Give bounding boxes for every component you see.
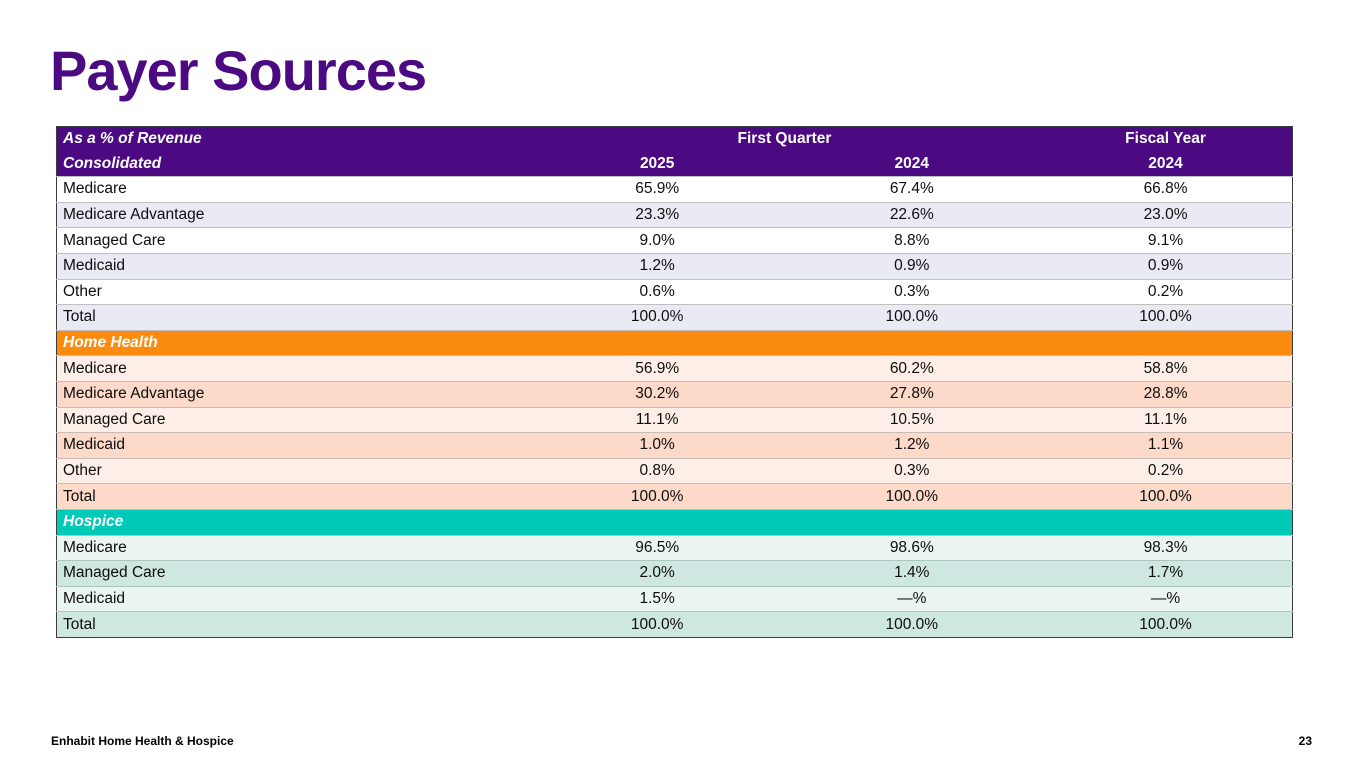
value-q1-2024: 0.9% bbox=[784, 252, 1040, 280]
value-q1-2025: 100.0% bbox=[529, 611, 785, 638]
value-fy-2024: 98.3% bbox=[1039, 534, 1293, 561]
table-row: Medicare 56.9% 60.2% 58.8% bbox=[56, 355, 1293, 382]
value-q1-2025: 0.8% bbox=[529, 457, 785, 484]
value-fy-2024: 1.1% bbox=[1039, 432, 1293, 459]
value-q1-2025: 11.1% bbox=[529, 406, 785, 433]
table-row: Medicaid 1.2% 0.9% 0.9% bbox=[56, 252, 1293, 280]
value-fy-2024: 100.0% bbox=[1039, 611, 1293, 638]
value-q1-2025: 96.5% bbox=[529, 534, 785, 561]
value-q1-2024: 1.4% bbox=[784, 560, 1040, 587]
row-label: Total bbox=[56, 304, 530, 331]
table-row: Medicare Advantage 23.3% 22.6% 23.0% bbox=[56, 201, 1293, 228]
row-label: Medicaid bbox=[56, 432, 530, 459]
value-q1-2025: 1.5% bbox=[529, 585, 785, 612]
row-label: Other bbox=[56, 278, 530, 305]
value-q1-2024: 98.6% bbox=[784, 534, 1040, 561]
row-label: Medicare Advantage bbox=[56, 201, 530, 228]
table-row-total: Total 100.0% 100.0% 100.0% bbox=[56, 611, 1293, 638]
value-fy-2024: 0.9% bbox=[1039, 252, 1293, 280]
section-label: Home Health bbox=[56, 329, 1293, 356]
section-header-home-health: Home Health bbox=[56, 329, 1293, 356]
value-fy-2024: 58.8% bbox=[1039, 355, 1293, 382]
value-q1-2024: 100.0% bbox=[784, 304, 1040, 331]
section-label: Hospice bbox=[56, 508, 1293, 535]
row-label: Medicaid bbox=[56, 585, 530, 612]
value-q1-2024: 22.6% bbox=[784, 201, 1040, 228]
row-label: Managed Care bbox=[56, 406, 530, 433]
value-fy-2024: 0.2% bbox=[1039, 457, 1293, 484]
table-header-row-2: Consolidated 2025 2024 2024 bbox=[56, 151, 1293, 177]
value-fy-2024: —% bbox=[1039, 585, 1293, 612]
value-q1-2025: 0.6% bbox=[529, 278, 785, 305]
value-q1-2024: 60.2% bbox=[784, 355, 1040, 382]
value-q1-2024: 100.0% bbox=[784, 483, 1040, 510]
fiscal-year-header: Fiscal Year bbox=[1039, 126, 1293, 152]
value-q1-2024: —% bbox=[784, 585, 1040, 612]
row-label: Total bbox=[56, 611, 530, 638]
row-label: Other bbox=[56, 457, 530, 484]
value-q1-2024: 67.4% bbox=[784, 176, 1040, 203]
value-q1-2025: 1.2% bbox=[529, 252, 785, 280]
as-pct-of-revenue-label: As a % of Revenue bbox=[56, 126, 530, 152]
table-row-total: Total 100.0% 100.0% 100.0% bbox=[56, 483, 1293, 510]
value-fy-2024: 11.1% bbox=[1039, 406, 1293, 433]
table-row: Other 0.8% 0.3% 0.2% bbox=[56, 457, 1293, 484]
row-label: Managed Care bbox=[56, 560, 530, 587]
value-q1-2024: 100.0% bbox=[784, 611, 1040, 638]
col-header-2025: 2025 bbox=[529, 151, 785, 177]
row-label: Medicare bbox=[56, 176, 530, 203]
table-row: Managed Care 9.0% 8.8% 9.1% bbox=[56, 227, 1293, 254]
row-label: Total bbox=[56, 483, 530, 510]
page-number: 23 bbox=[1298, 734, 1312, 748]
value-q1-2025: 23.3% bbox=[529, 201, 785, 228]
footer-company-name: Enhabit Home Health & Hospice bbox=[51, 734, 234, 748]
consolidated-section-label: Consolidated bbox=[56, 151, 530, 177]
section-header-hospice: Hospice bbox=[56, 508, 1293, 535]
value-q1-2024: 0.3% bbox=[784, 278, 1040, 305]
value-q1-2025: 100.0% bbox=[529, 483, 785, 510]
table-row: Other 0.6% 0.3% 0.2% bbox=[56, 278, 1293, 305]
value-q1-2025: 30.2% bbox=[529, 380, 785, 408]
value-q1-2025: 65.9% bbox=[529, 176, 785, 203]
table-row-total: Total 100.0% 100.0% 100.0% bbox=[56, 304, 1293, 331]
value-q1-2024: 27.8% bbox=[784, 380, 1040, 408]
value-q1-2024: 8.8% bbox=[784, 227, 1040, 254]
table-row: Medicare 65.9% 67.4% 66.8% bbox=[56, 176, 1293, 203]
row-label: Medicare bbox=[56, 355, 530, 382]
row-label: Medicare bbox=[56, 534, 530, 561]
value-q1-2025: 56.9% bbox=[529, 355, 785, 382]
value-fy-2024: 9.1% bbox=[1039, 227, 1293, 254]
row-label: Medicare Advantage bbox=[56, 380, 530, 408]
table-row: Medicaid 1.5% —% —% bbox=[56, 585, 1293, 612]
value-fy-2024: 28.8% bbox=[1039, 380, 1293, 408]
value-q1-2025: 9.0% bbox=[529, 227, 785, 254]
table-row: Managed Care 2.0% 1.4% 1.7% bbox=[56, 560, 1293, 587]
value-fy-2024: 1.7% bbox=[1039, 560, 1293, 587]
value-q1-2024: 10.5% bbox=[784, 406, 1040, 433]
page-title: Payer Sources bbox=[50, 39, 427, 102]
col-header-2024-q1: 2024 bbox=[784, 151, 1040, 177]
value-q1-2025: 1.0% bbox=[529, 432, 785, 459]
value-q1-2024: 1.2% bbox=[784, 432, 1040, 459]
row-label: Managed Care bbox=[56, 227, 530, 254]
payer-sources-table: As a % of Revenue First Quarter Fiscal Y… bbox=[56, 126, 1293, 638]
col-header-2024-fy: 2024 bbox=[1039, 151, 1293, 177]
table-row: Medicare 96.5% 98.6% 98.3% bbox=[56, 534, 1293, 561]
value-fy-2024: 100.0% bbox=[1039, 483, 1293, 510]
table-row: Medicaid 1.0% 1.2% 1.1% bbox=[56, 432, 1293, 459]
table-header-row-1: As a % of Revenue First Quarter Fiscal Y… bbox=[56, 126, 1293, 152]
value-fy-2024: 66.8% bbox=[1039, 176, 1293, 203]
first-quarter-header: First Quarter bbox=[529, 126, 1040, 152]
value-fy-2024: 100.0% bbox=[1039, 304, 1293, 331]
table-row: Medicare Advantage 30.2% 27.8% 28.8% bbox=[56, 380, 1293, 408]
value-fy-2024: 23.0% bbox=[1039, 201, 1293, 228]
row-label: Medicaid bbox=[56, 252, 530, 280]
value-q1-2024: 0.3% bbox=[784, 457, 1040, 484]
value-q1-2025: 100.0% bbox=[529, 304, 785, 331]
table-row: Managed Care 11.1% 10.5% 11.1% bbox=[56, 406, 1293, 433]
value-q1-2025: 2.0% bbox=[529, 560, 785, 587]
value-fy-2024: 0.2% bbox=[1039, 278, 1293, 305]
